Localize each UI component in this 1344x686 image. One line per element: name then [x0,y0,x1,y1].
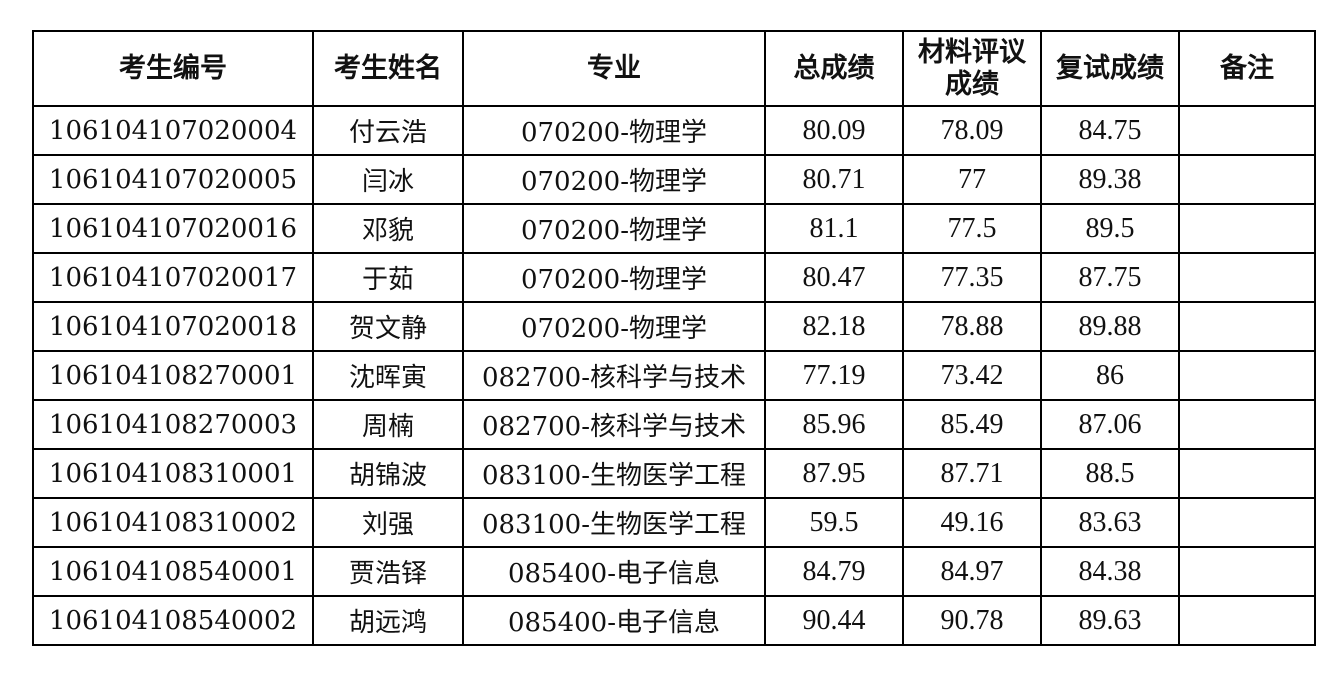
cell-candidate-name: 胡远鸿 [312,595,464,646]
cell-candidate-name: 于茹 [312,252,464,303]
cell-candidate-name: 邓貌 [312,203,464,254]
cell-material-score: 78.88 [902,301,1042,352]
cell-total-score: 80.09 [764,105,904,156]
cell-retest-score: 89.63 [1040,595,1180,646]
header-major: 专业 [462,30,766,107]
cell-major: 070200-物理学 [462,203,766,254]
cell-candidate-id: 106104107020018 [32,301,314,352]
cell-material-score: 77.35 [902,252,1042,303]
cell-candidate-name: 贺文静 [312,301,464,352]
cell-total-score: 87.95 [764,448,904,499]
cell-major: 070200-物理学 [462,301,766,352]
cell-retest-score: 88.5 [1040,448,1180,499]
cell-retest-score: 89.88 [1040,301,1180,352]
cell-retest-score: 87.75 [1040,252,1180,303]
cell-candidate-name: 付云浩 [312,105,464,156]
table-row: 106104107020018 贺文静 070200-物理学 82.18 78.88 89… [32,301,1316,352]
table-row: 106104108540002 胡远鸿 085400-电子信息 90.44 90.78 8… [32,595,1316,646]
cell-major: 082700-核科学与技术 [462,350,766,401]
cell-remarks [1178,154,1316,205]
cell-remarks [1178,301,1316,352]
cell-remarks [1178,546,1316,597]
cell-candidate-id: 106104107020004 [32,105,314,156]
cell-remarks [1178,497,1316,548]
cell-major: 082700-核科学与技术 [462,399,766,450]
cell-major: 070200-物理学 [462,252,766,303]
cell-retest-score: 87.06 [1040,399,1180,450]
cell-material-score: 77 [902,154,1042,205]
cell-total-score: 77.19 [764,350,904,401]
cell-major: 070200-物理学 [462,154,766,205]
cell-candidate-id: 106104108310002 [32,497,314,548]
cell-total-score: 80.47 [764,252,904,303]
cell-material-score: 87.71 [902,448,1042,499]
cell-retest-score: 83.63 [1040,497,1180,548]
cell-candidate-name: 沈晖寅 [312,350,464,401]
cell-candidate-id: 106104108270001 [32,350,314,401]
cell-candidate-id: 106104108540001 [32,546,314,597]
header-retest-score: 复试成绩 [1040,30,1180,107]
cell-candidate-id: 106104107020005 [32,154,314,205]
cell-major: 085400-电子信息 [462,595,766,646]
cell-retest-score: 84.75 [1040,105,1180,156]
cell-retest-score: 86 [1040,350,1180,401]
cell-material-score: 73.42 [902,350,1042,401]
cell-material-score: 90.78 [902,595,1042,646]
table-row: 106104107020004 付云浩 070200-物理学 80.09 78.09 84… [32,105,1316,156]
header-candidate-name: 考生姓名 [312,30,464,107]
cell-major: 085400-电子信息 [462,546,766,597]
table-row: 106104108310001 胡锦波 083100-生物医学工程 87.95 87.7… [32,448,1316,499]
cell-remarks [1178,350,1316,401]
header-candidate-id: 考生编号 [32,30,314,107]
cell-candidate-name: 周楠 [312,399,464,450]
cell-material-score: 49.16 [902,497,1042,548]
cell-candidate-id: 106104107020016 [32,203,314,254]
cell-total-score: 80.71 [764,154,904,205]
cell-material-score: 85.49 [902,399,1042,450]
cell-candidate-name: 刘强 [312,497,464,548]
table-row: 106104108540001 贾浩铎 085400-电子信息 84.79 84.97 8… [32,546,1316,597]
cell-remarks [1178,203,1316,254]
cell-material-score: 78.09 [902,105,1042,156]
cell-total-score: 90.44 [764,595,904,646]
table-row: 106104107020017 于茹 070200-物理学 80.47 77.35 87.… [32,252,1316,303]
cell-candidate-name: 胡锦波 [312,448,464,499]
cell-retest-score: 84.38 [1040,546,1180,597]
cell-total-score: 84.79 [764,546,904,597]
score-table: 考生编号 考生姓名 专业 总成绩 材料评议成绩 复试成绩 备注 10610410702000… [32,30,1316,646]
cell-candidate-name: 贾浩铎 [312,546,464,597]
cell-material-score: 77.5 [902,203,1042,254]
header-total-score: 总成绩 [764,30,904,107]
cell-remarks [1178,448,1316,499]
cell-candidate-id: 106104108310001 [32,448,314,499]
cell-major: 070200-物理学 [462,105,766,156]
cell-retest-score: 89.5 [1040,203,1180,254]
header-row: 考生编号 考生姓名 专业 总成绩 材料评议成绩 复试成绩 备注 [32,30,1316,107]
cell-total-score: 82.18 [764,301,904,352]
table-row: 106104108310002 刘强 083100-生物医学工程 59.5 49.16 8… [32,497,1316,548]
cell-remarks [1178,252,1316,303]
cell-candidate-id: 106104107020017 [32,252,314,303]
cell-total-score: 81.1 [764,203,904,254]
cell-total-score: 85.96 [764,399,904,450]
cell-major: 083100-生物医学工程 [462,497,766,548]
table-row: 106104108270003 周楠 082700-核科学与技术 85.96 85.49… [32,399,1316,450]
table-row: 106104107020005 闫冰 070200-物理学 80.71 77 89.38 [32,154,1316,205]
cell-material-score: 84.97 [902,546,1042,597]
cell-remarks [1178,105,1316,156]
header-remarks: 备注 [1178,30,1316,107]
table-row: 106104108270001 沈晖寅 082700-核科学与技术 77.19 73.4… [32,350,1316,401]
cell-retest-score: 89.38 [1040,154,1180,205]
cell-major: 083100-生物医学工程 [462,448,766,499]
table-row: 106104107020016 邓貌 070200-物理学 81.1 77.5 89.5 [32,203,1316,254]
cell-candidate-name: 闫冰 [312,154,464,205]
cell-remarks [1178,595,1316,646]
cell-candidate-id: 106104108540002 [32,595,314,646]
cell-total-score: 59.5 [764,497,904,548]
cell-remarks [1178,399,1316,450]
header-material-score: 材料评议成绩 [902,30,1042,107]
cell-candidate-id: 106104108270003 [32,399,314,450]
